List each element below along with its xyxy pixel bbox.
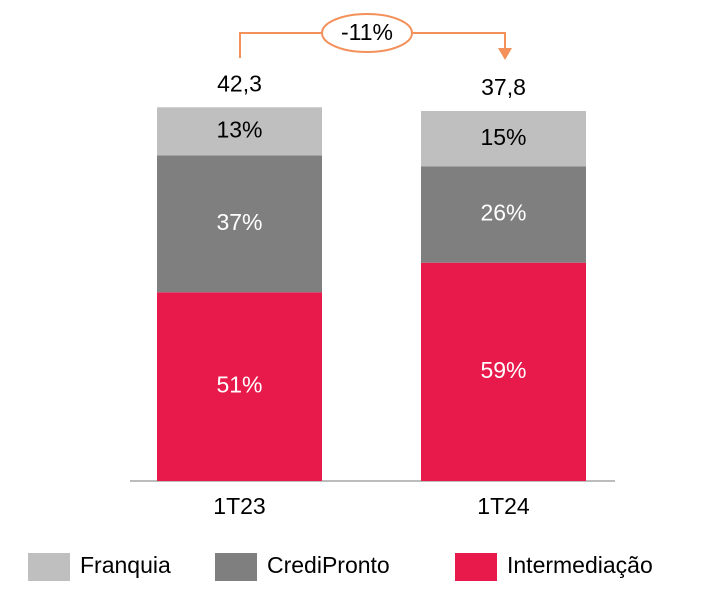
legend-label: Intermediação (507, 552, 653, 578)
arrow-head (498, 48, 512, 60)
annotation-bubble (321, 13, 413, 53)
segment-label: 13% (216, 116, 262, 142)
legend-label: Franquia (80, 552, 171, 578)
bar-segment (421, 262, 586, 481)
bar-segment (157, 107, 322, 156)
legend-label: CrediPronto (267, 552, 390, 578)
segment-label: 51% (216, 372, 262, 398)
legend-swatch (455, 553, 497, 581)
bar-segment (157, 155, 322, 293)
total-label: 37,8 (481, 74, 526, 100)
bar-segment (421, 111, 586, 167)
segment-label: 59% (480, 357, 526, 383)
bar-segment (157, 292, 322, 481)
x-tick-label: 1T24 (477, 493, 530, 519)
total-label: 42,3 (217, 70, 262, 96)
annotation: -11% (341, 19, 393, 45)
legend-swatch (215, 553, 257, 581)
segment-label: 15% (480, 124, 526, 150)
segment-label: 37% (216, 209, 262, 235)
segment-label: 26% (480, 200, 526, 226)
change-connector (239, 32, 506, 58)
bar-segment (421, 166, 586, 263)
x-tick-label: 1T23 (213, 493, 265, 519)
legend-swatch (28, 553, 70, 581)
